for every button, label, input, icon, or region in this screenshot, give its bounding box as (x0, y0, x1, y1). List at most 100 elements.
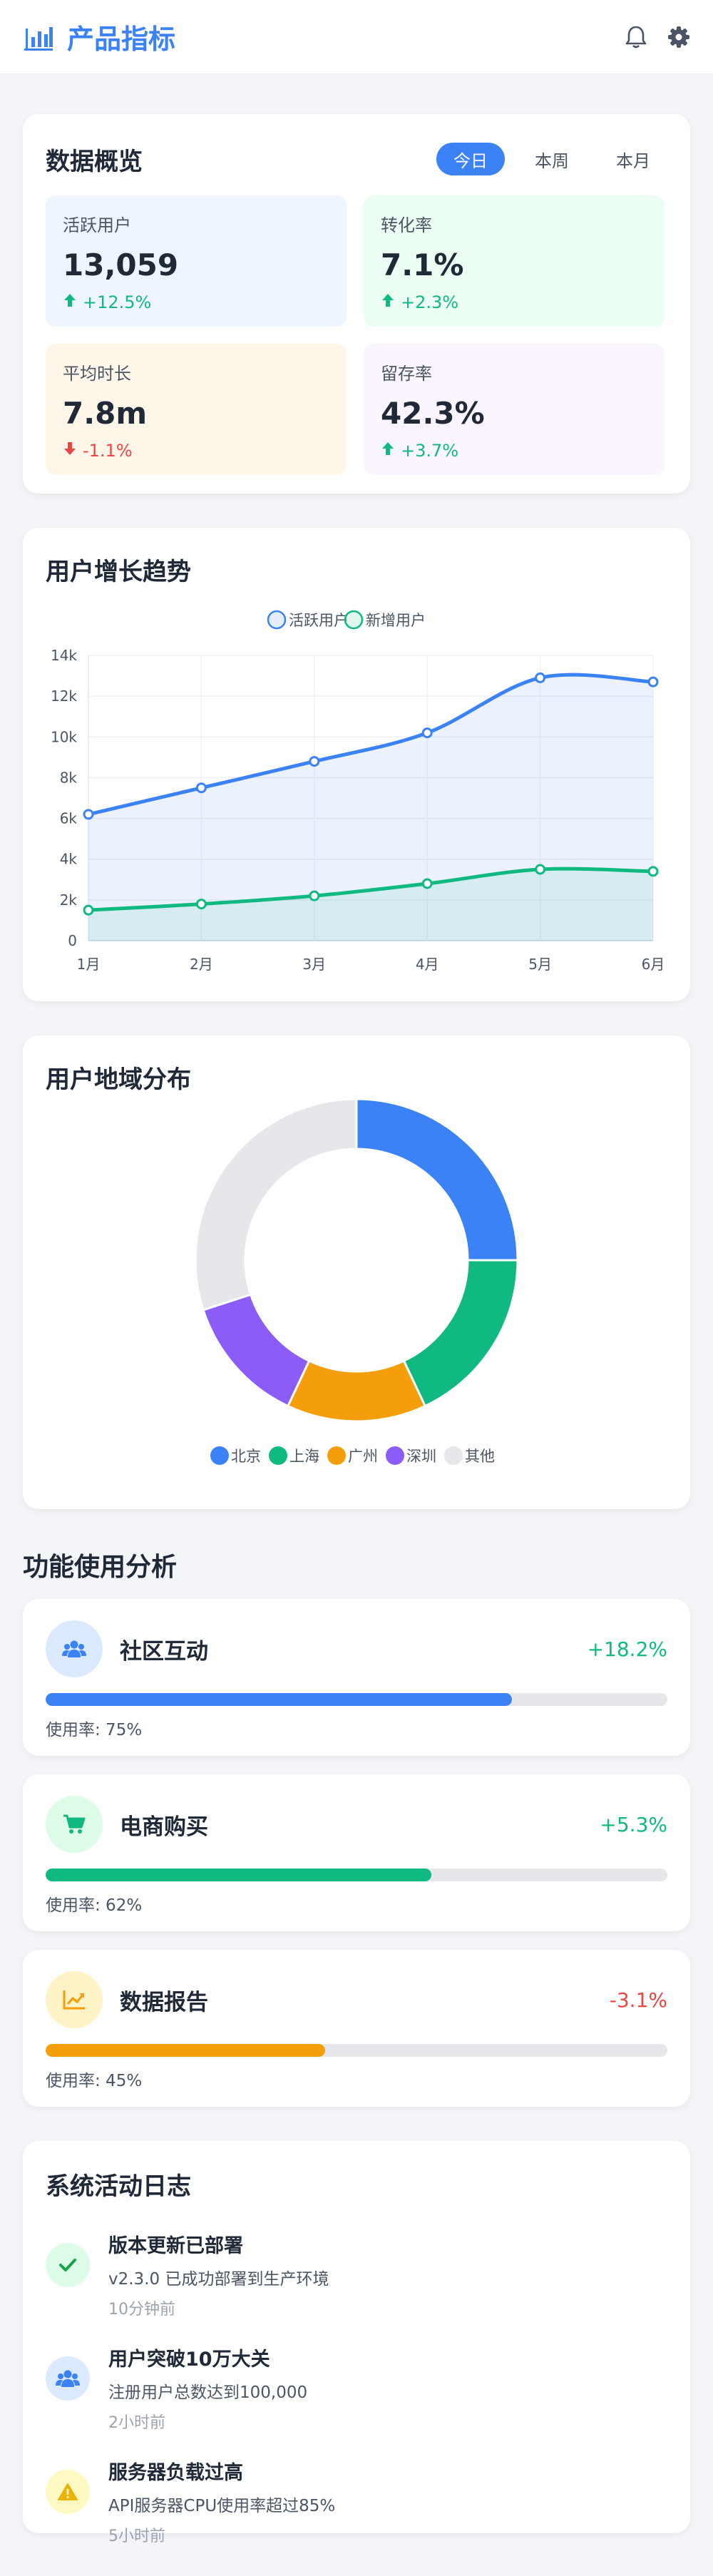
log-list: 版本更新已部署 v2.3.0 已成功部署到生产环境 10分钟前 用户突破10万大… (46, 2230, 667, 2546)
users-icon (46, 2356, 90, 2401)
data-point (535, 864, 546, 875)
feature-change: +18.2% (587, 1637, 667, 1661)
stat-change-value: +12.5% (83, 292, 152, 312)
usage-bar (46, 1869, 667, 1881)
bell-icon[interactable] (625, 25, 647, 49)
donut-slice (355, 1098, 519, 1262)
stat-change-value: +2.3% (401, 292, 459, 312)
data-point (535, 672, 546, 683)
usage-bar-fill (46, 2044, 326, 2057)
y-tick-label: 4k (60, 851, 78, 868)
region-card: 用户地域分布 北京 上海 广州 深圳 其他 (23, 1036, 690, 1509)
stat-change-value: -1.1% (83, 441, 133, 461)
data-point (647, 866, 659, 877)
donut-slice (402, 1259, 519, 1408)
brand: 产品指标 (23, 17, 175, 56)
overview-title: 数据概览 (46, 147, 143, 176)
data-point (647, 676, 659, 688)
bar-chart-icon (24, 26, 53, 51)
tab-today[interactable]: 今日 (436, 143, 505, 175)
legend-label: 深圳 (406, 1448, 436, 1465)
log-item: 用户突破10万大关 注册用户总数达到100,000 2小时前 (46, 2344, 667, 2433)
usage-bar-fill (46, 1693, 512, 1706)
check-icon (46, 2243, 90, 2287)
y-tick-label: 14k (51, 647, 77, 664)
usage-bar (46, 1693, 667, 1706)
legend-swatch (267, 610, 287, 630)
stat-label: 转化率 (381, 215, 432, 235)
gear-icon[interactable] (667, 26, 690, 48)
legend-label: 北京 (231, 1448, 261, 1465)
series-line (88, 867, 654, 912)
x-tick-label: 2月 (190, 956, 213, 973)
legend-swatch (210, 1446, 229, 1465)
log-item-time: 10分钟前 (108, 2301, 175, 2319)
feature-name: 社区互动 (120, 1638, 208, 1665)
legend-item[interactable]: 广州 (327, 1446, 378, 1465)
data-point (421, 878, 433, 889)
x-tick-label: 5月 (528, 956, 552, 973)
y-tick-label: 10k (51, 728, 77, 745)
trend-line-chart: 活跃用户 新增用户 0 2k 4k 6k 8k 10k 12k 14k 1月 2月 3月 4月 5月 6月 (51, 610, 665, 973)
donut-slice (286, 1359, 427, 1423)
data-point (421, 727, 433, 739)
y-tick-label: 6k (60, 810, 78, 827)
tab-week[interactable]: 本周 (535, 150, 569, 171)
overview-card: 数据概览 今日 本周 本月 活跃用户 13,059 +12.5% 转化率 7.1… (23, 114, 690, 494)
stat-label: 平均时长 (63, 364, 131, 384)
legend-swatch (344, 610, 364, 630)
donut-slice (202, 1293, 311, 1408)
log-item-time: 5小时前 (108, 2528, 165, 2545)
stat-label: 活跃用户 (63, 215, 131, 235)
usage-label: 使用率: 75% (46, 1721, 143, 1739)
stat-change: +12.5% (63, 292, 329, 312)
arrow-up-icon (381, 441, 395, 461)
legend-item[interactable]: 上海 (269, 1446, 319, 1465)
x-tick-label: 6月 (642, 956, 665, 973)
arrow-down-icon (63, 441, 77, 461)
feature-name: 电商购买 (120, 1814, 208, 1840)
x-tick-label: 4月 (416, 956, 439, 973)
x-tick-label: 3月 (302, 956, 326, 973)
tab-month[interactable]: 本月 (616, 150, 650, 171)
legend-swatch (269, 1446, 287, 1465)
legend-item[interactable]: 新增用户 (344, 610, 426, 630)
log-item: 服务器负载过高 API服务器CPU使用率超过85% 5小时前 (46, 2457, 667, 2546)
stat-change-value: +3.7% (401, 441, 459, 461)
y-tick-label: 8k (60, 769, 78, 786)
stat-change: +3.7% (381, 441, 647, 461)
series-area (88, 869, 653, 941)
legend-item[interactable]: 深圳 (386, 1446, 436, 1465)
feature-card[interactable]: 社区互动 +18.2% 使用率: 75% (23, 1599, 690, 1756)
feature-change: -3.1% (609, 1988, 667, 2012)
legend-item[interactable]: 其他 (444, 1446, 495, 1465)
arrow-up-icon (381, 292, 395, 312)
feature-card[interactable]: 电商购买 +5.3% 使用率: 62% (23, 1774, 690, 1931)
stat-card: 活跃用户 13,059 +12.5% (46, 195, 347, 327)
legend-label: 其他 (465, 1448, 495, 1465)
stat-change: +2.3% (381, 292, 647, 312)
legend-item[interactable]: 活跃用户 (267, 610, 349, 630)
data-point (83, 809, 94, 820)
trend-title: 用户增长趋势 (46, 558, 191, 586)
log-item-title: 服务器负载过高 (108, 2462, 243, 2484)
features-title: 功能使用分析 (23, 1553, 178, 1582)
log-item-desc: v2.3.0 已成功部署到生产环境 (108, 2270, 329, 2289)
region-donut-chart: 北京 上海 广州 深圳 其他 (194, 1098, 519, 1465)
feature-card[interactable]: 数据报告 -3.1% 使用率: 45% (23, 1950, 690, 2107)
stat-value: 42.3% (381, 396, 485, 431)
stat-value: 7.1% (381, 247, 464, 282)
period-tabs: 今日 本周 本月 (436, 143, 667, 175)
legend-label: 广州 (348, 1448, 378, 1465)
stat-card: 留存率 42.3% +3.7% (364, 344, 665, 475)
activity-log-card: 系统活动日志 版本更新已部署 v2.3.0 已成功部署到生产环境 10分钟前 用… (23, 2141, 690, 2545)
region-title: 用户地域分布 (46, 1065, 191, 1094)
x-tick-label: 1月 (77, 956, 101, 973)
legend-swatch (327, 1446, 346, 1465)
usage-bar (46, 2044, 667, 2057)
warning-icon (46, 2470, 90, 2514)
data-point (309, 756, 320, 767)
legend-item[interactable]: 北京 (210, 1446, 261, 1465)
stat-value: 13,059 (63, 247, 179, 282)
log-item: 版本更新已部署 v2.3.0 已成功部署到生产环境 10分钟前 (46, 2230, 667, 2319)
